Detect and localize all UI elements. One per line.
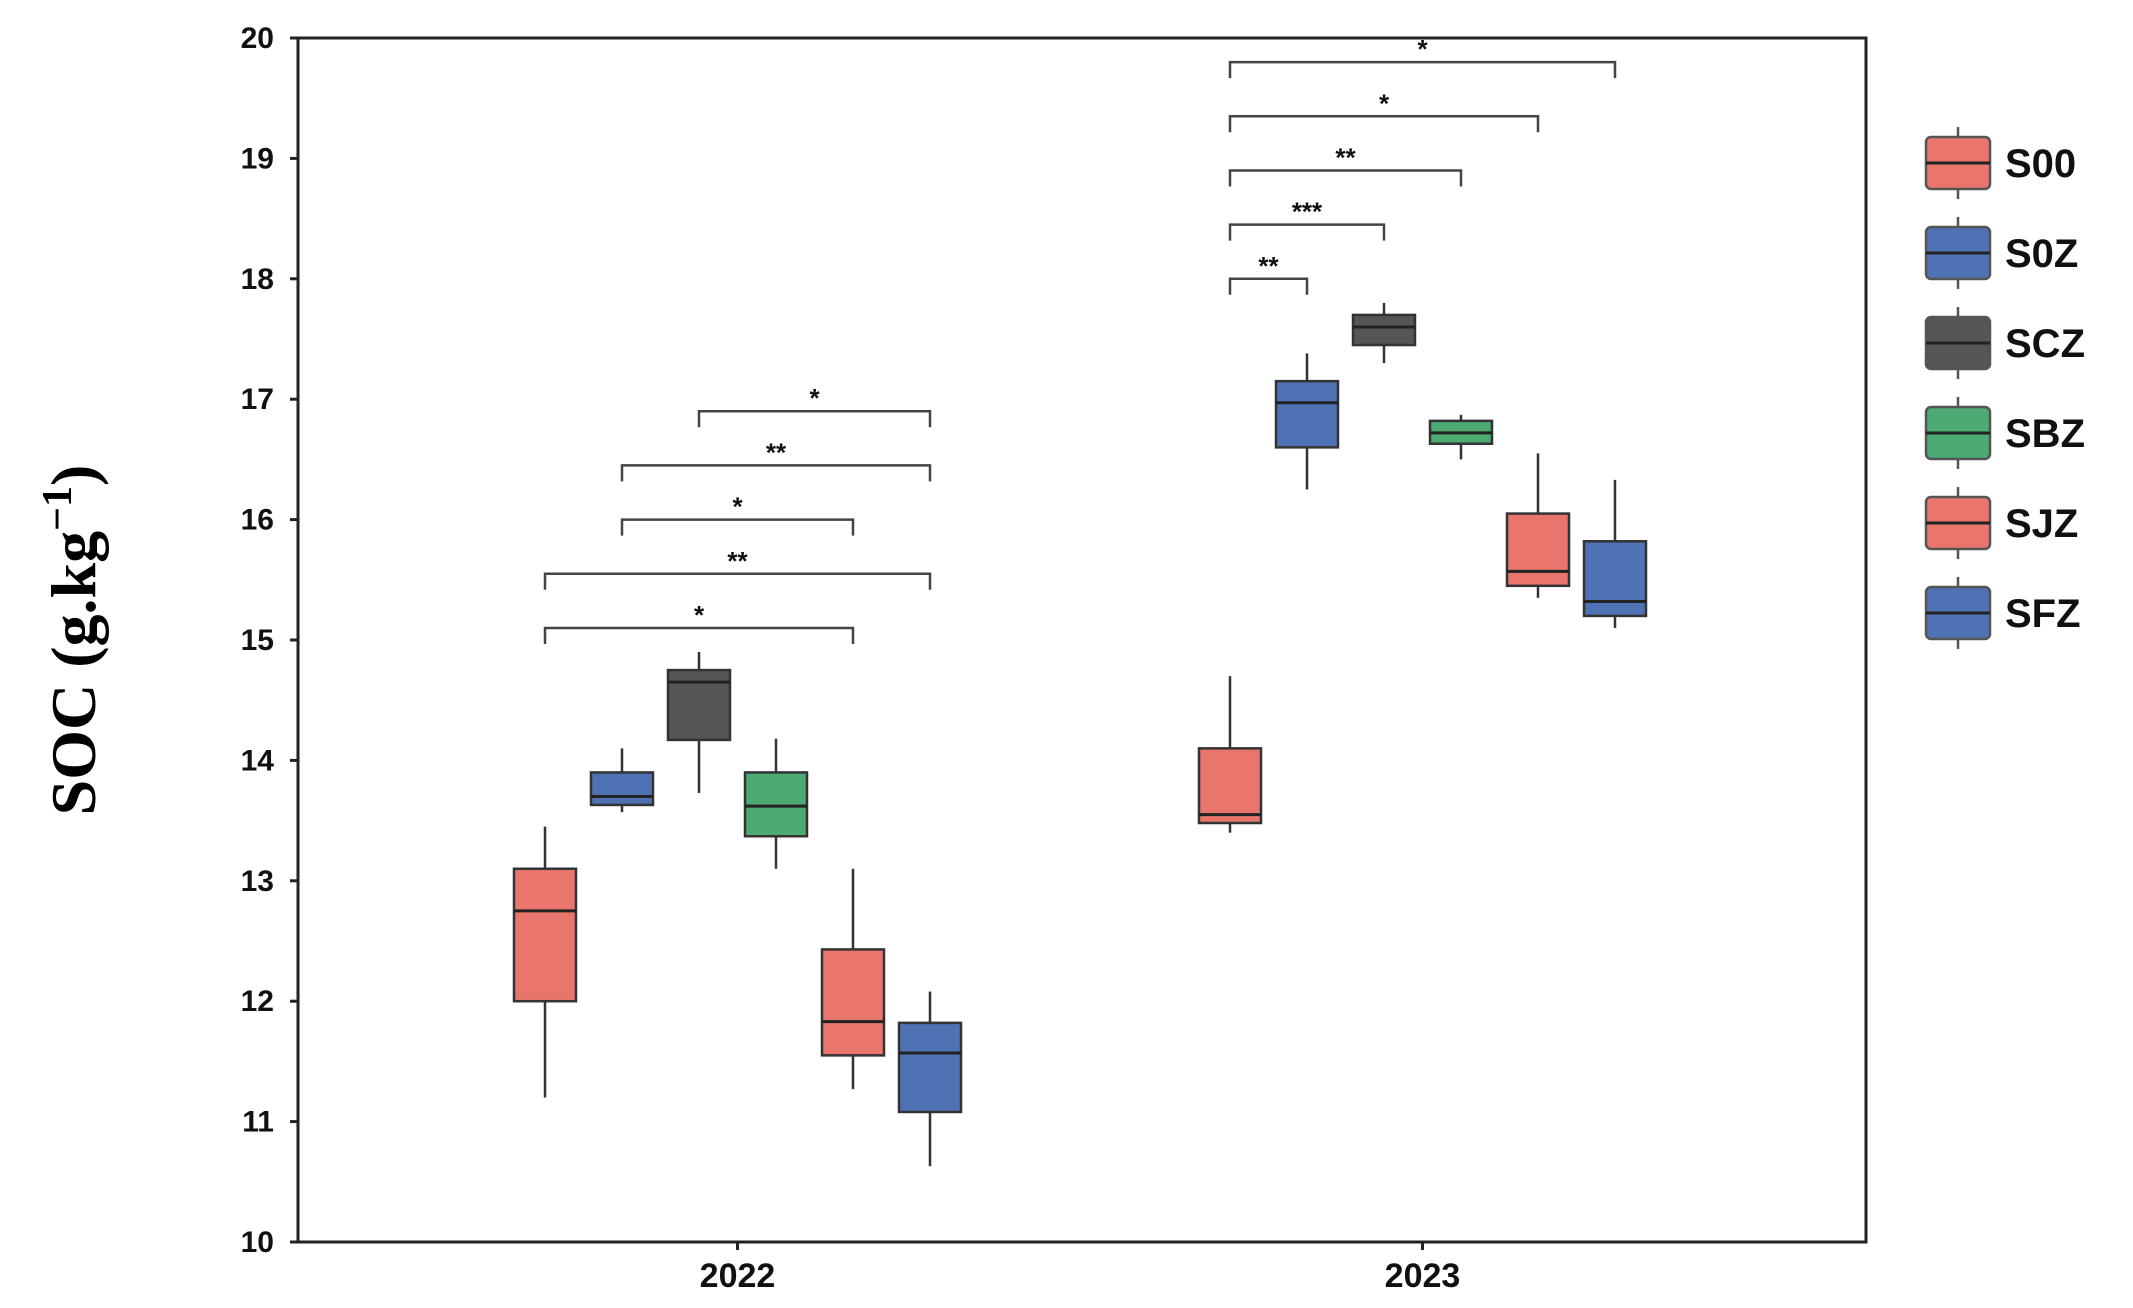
legend-item-s0z: S0Z: [1924, 217, 2078, 289]
box-sfz-2022: [897, 991, 963, 1167]
significance-label: *: [732, 492, 743, 522]
bracket-line: [1228, 169, 1463, 187]
legend-item-sbz: SBZ: [1924, 397, 2085, 469]
box-body: [589, 771, 655, 807]
significance-bracket: *: [620, 492, 855, 536]
bracket-line: [1228, 60, 1617, 79]
significance-label: *: [694, 600, 705, 630]
y-axis-label-superscript: −1: [35, 486, 81, 531]
bracket-line: [543, 626, 855, 644]
bracket-line: [543, 572, 932, 590]
legend-label: S0Z: [2005, 232, 2078, 276]
box-sbz-2022: [743, 738, 809, 869]
legend-label: SFZ: [2005, 592, 2081, 636]
significance-bracket: **: [1228, 251, 1309, 295]
significance-bracket: *: [697, 383, 932, 428]
bracket-line: [620, 464, 932, 482]
plot-frame: [296, 36, 1868, 1244]
significance-bracket: ***: [1228, 197, 1386, 241]
bracket-line: [1228, 223, 1386, 241]
y-tick-label: 18: [241, 263, 274, 296]
significance-label: **: [1258, 251, 1279, 281]
box-scz-2023: [1351, 302, 1417, 364]
box-body: [820, 948, 886, 1057]
y-tick-label: 13: [241, 865, 274, 898]
significance-bracket: *: [543, 600, 855, 644]
significance-label: *: [809, 383, 820, 413]
legend: S00 S0Z SCZ SBZ SJZ SFZ: [1924, 127, 2085, 649]
box-s00-2022: [512, 826, 578, 1098]
box-s00-2023: [1197, 676, 1263, 833]
significance-label: **: [727, 546, 748, 576]
box-body: [1505, 512, 1571, 588]
box-scz-2022: [666, 652, 732, 793]
significance-label: ***: [1292, 197, 1323, 227]
y-tick-label: 10: [241, 1226, 274, 1259]
legend-item-s00: S00: [1924, 127, 2076, 199]
legend-item-scz: SCZ: [1924, 307, 2085, 379]
legend-label: SBZ: [2005, 412, 2085, 456]
x-tick-label: 2023: [1385, 1257, 1461, 1295]
box-sfz-2023: [1582, 479, 1648, 628]
box-body: [897, 1021, 963, 1114]
legend-label: S00: [2005, 142, 2076, 186]
box-body: [1197, 747, 1263, 825]
significance-bracket: **: [620, 437, 932, 482]
significance-bracket: *: [1228, 88, 1540, 133]
y-tick-label: 11: [242, 1106, 274, 1139]
y-axis-ticks: 10 11 12 13 14 15 16 17 18 19 20: [241, 22, 298, 1259]
bracket-line: [697, 409, 932, 428]
x-axis-ticks: 2022 2023: [700, 1242, 1461, 1295]
box-body: [1582, 540, 1648, 618]
significance-brackets: ****************: [543, 34, 1617, 644]
legend-item-sjz: SJZ: [1924, 487, 2078, 559]
legend-label: SCZ: [2005, 322, 2085, 366]
y-tick-label: 12: [241, 985, 274, 1018]
significance-label: *: [1379, 88, 1390, 118]
box-sjz-2023: [1505, 453, 1571, 598]
box-body: [1274, 379, 1340, 449]
y-axis-label: SOC (g.kg−1): [35, 465, 109, 816]
y-tick-label: 19: [241, 142, 274, 175]
significance-label: **: [766, 437, 787, 467]
y-tick-label: 16: [241, 504, 274, 537]
bracket-line: [1228, 115, 1540, 133]
significance-bracket: **: [543, 546, 932, 590]
bracket-line: [1228, 277, 1309, 295]
box-body: [1351, 313, 1417, 347]
box-sbz-2023: [1428, 414, 1494, 460]
y-tick-label: 15: [241, 624, 274, 657]
y-tick-label: 20: [241, 22, 274, 55]
y-tick-label: 17: [241, 383, 274, 416]
y-axis-label-close: ): [38, 465, 109, 486]
significance-label: *: [1417, 34, 1428, 64]
y-axis-label-text: SOC (g.kg: [38, 531, 109, 816]
box-s0z-2022: [589, 748, 655, 813]
box-sjz-2022: [820, 868, 886, 1090]
box-series: [512, 302, 1648, 1167]
legend-item-sfz: SFZ: [1924, 577, 2081, 649]
significance-bracket: **: [1228, 142, 1463, 187]
legend-label: SJZ: [2005, 502, 2078, 546]
box-body: [666, 668, 732, 742]
bracket-line: [620, 518, 855, 536]
box-s0z-2023: [1274, 353, 1340, 490]
significance-label: **: [1335, 142, 1356, 172]
significance-bracket: *: [1228, 34, 1617, 79]
x-tick-label: 2022: [700, 1257, 776, 1295]
box-body: [743, 771, 809, 838]
box-body: [512, 867, 578, 1003]
y-tick-label: 14: [241, 744, 275, 777]
